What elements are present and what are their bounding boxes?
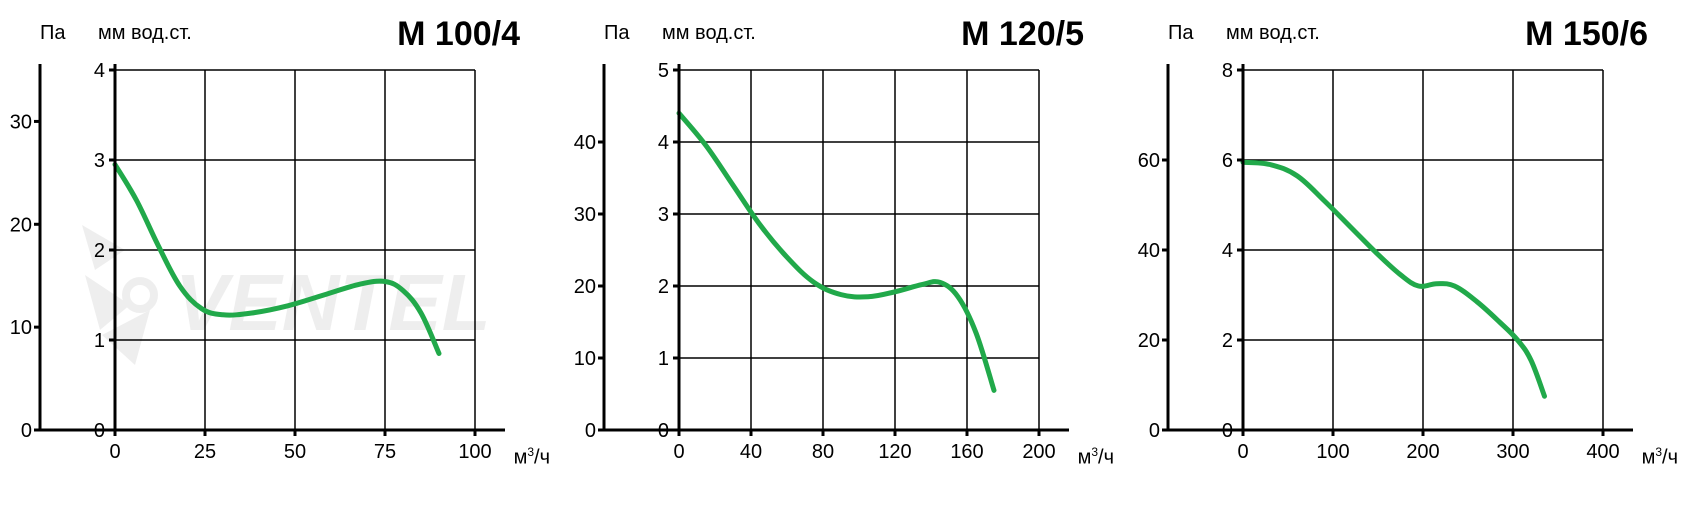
svg-text:200: 200	[1406, 441, 1439, 463]
svg-text:2: 2	[1222, 330, 1233, 352]
chart-svg-m100: 0 1 2 3 4 0 10 20 30 0 25 50 75 100	[0, 0, 560, 525]
charts-row: Па мм вод.ст. M 100/4 м3/ч VENTEL 012340…	[0, 0, 1688, 525]
svg-text:40: 40	[574, 132, 596, 154]
svg-text:80: 80	[812, 441, 834, 463]
svg-text:2: 2	[94, 240, 105, 262]
svg-text:0: 0	[673, 441, 684, 463]
svg-text:20: 20	[10, 214, 32, 236]
chart-svg-m120: 0 1 2 3 4 5 0 10 20 30 40 0 40 80 120 160 200	[564, 0, 1124, 525]
svg-text:1: 1	[94, 330, 105, 352]
svg-text:3: 3	[658, 204, 669, 226]
svg-text:160: 160	[950, 441, 983, 463]
chart-panel-m150: Па мм вод.ст. M 150/6 м3/ч 0246802040600…	[1128, 0, 1688, 525]
svg-text:50: 50	[284, 441, 306, 463]
svg-text:0: 0	[109, 441, 120, 463]
chart-svg-m150: 0 2 4 6 8 0 20 40 60 0 100 200 300 400	[1128, 0, 1688, 525]
svg-text:1: 1	[658, 348, 669, 370]
svg-text:100: 100	[458, 441, 491, 463]
svg-text:300: 300	[1496, 441, 1529, 463]
svg-text:4: 4	[94, 60, 105, 82]
chart-panel-m120: Па мм вод.ст. M 120/5 м3/ч 0123450102030…	[564, 0, 1124, 525]
svg-text:0: 0	[21, 420, 32, 442]
svg-text:25: 25	[194, 441, 216, 463]
svg-text:0: 0	[658, 420, 669, 442]
svg-text:400: 400	[1586, 441, 1619, 463]
svg-text:0: 0	[1149, 420, 1160, 442]
svg-text:40: 40	[1138, 240, 1160, 262]
svg-text:5: 5	[658, 60, 669, 82]
svg-text:30: 30	[10, 111, 32, 133]
svg-text:0: 0	[1222, 420, 1233, 442]
svg-text:10: 10	[10, 317, 32, 339]
svg-text:0: 0	[585, 420, 596, 442]
svg-text:120: 120	[878, 441, 911, 463]
svg-text:3: 3	[94, 150, 105, 172]
svg-text:0: 0	[94, 420, 105, 442]
svg-text:75: 75	[374, 441, 396, 463]
svg-text:200: 200	[1022, 441, 1055, 463]
svg-text:30: 30	[574, 204, 596, 226]
svg-text:4: 4	[658, 132, 669, 154]
svg-text:20: 20	[574, 276, 596, 298]
svg-text:20: 20	[1138, 330, 1160, 352]
svg-text:40: 40	[740, 441, 762, 463]
svg-text:2: 2	[658, 276, 669, 298]
svg-text:10: 10	[574, 348, 596, 370]
svg-text:8: 8	[1222, 60, 1233, 82]
svg-text:6: 6	[1222, 150, 1233, 172]
chart-panel-m100: Па мм вод.ст. M 100/4 м3/ч VENTEL 012340…	[0, 0, 560, 525]
svg-text:0: 0	[1237, 441, 1248, 463]
svg-text:4: 4	[1222, 240, 1233, 262]
svg-text:100: 100	[1316, 441, 1349, 463]
svg-text:60: 60	[1138, 150, 1160, 172]
